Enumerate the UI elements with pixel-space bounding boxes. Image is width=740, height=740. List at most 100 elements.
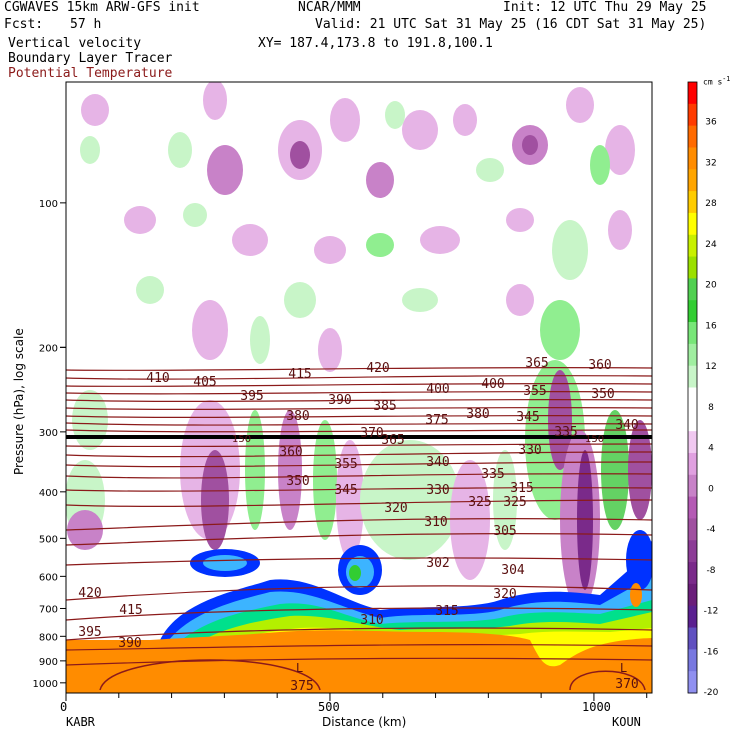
theta-label: 350: [286, 474, 309, 489]
colorbar-swatch: [688, 365, 697, 388]
colorbar-swatch: [688, 125, 697, 148]
init-time: Init: 12 UTC Thu 29 May 25: [503, 0, 707, 15]
x-tick-1000: 1000: [582, 700, 611, 714]
colorbar-units: cm s-1: [703, 75, 730, 87]
theta-label: 360: [588, 358, 611, 373]
theta-label: 390: [118, 636, 141, 651]
theta-label: 365: [381, 433, 404, 448]
theta-label: 305: [493, 524, 516, 539]
y-axis: 100 200 300 400 500 600 700 800 900 1000: [33, 199, 66, 690]
tropopause-label: 150: [232, 434, 251, 445]
theta-label: 320: [384, 501, 407, 516]
x-axis-label: Distance (km): [322, 715, 407, 729]
theta-label: 420: [366, 361, 389, 376]
colorbar-swatch: [688, 452, 697, 476]
theta-label: 420: [78, 586, 101, 601]
colorbar-swatch: [688, 540, 697, 563]
theta-label: 410: [146, 371, 169, 386]
low-marker: L: [620, 661, 627, 675]
colorbar-swatch: [688, 562, 697, 585]
colorbar-swatch: [688, 169, 697, 192]
y-tick-label: 600: [39, 572, 58, 583]
theta-label: 380: [466, 407, 489, 422]
colorbar-tick-label: 36: [705, 118, 717, 128]
theta-label: 360: [279, 445, 302, 460]
colorbar-tick-label: 20: [705, 281, 717, 291]
theta-label: 340: [426, 455, 449, 470]
colorbar-swatch: [688, 583, 697, 607]
x-endpoint-left: KABR: [66, 715, 95, 729]
theta-label: 355: [334, 457, 357, 472]
y-axis-label: Pressure (hPa), log scale: [12, 328, 26, 475]
colorbar-tick-label: 4: [708, 444, 714, 454]
theta-label: 320: [493, 587, 516, 602]
colorbar-units-text: cm s: [703, 77, 723, 87]
y-tick-label: 800: [39, 632, 58, 643]
colorbar-frame: [687, 81, 698, 694]
colorbar-swatch: [688, 322, 697, 345]
theta-label: 315: [435, 604, 458, 619]
theta-label: 330: [518, 443, 541, 458]
theta-label: 415: [119, 603, 142, 618]
theta-label: 400: [481, 377, 504, 392]
x-tick-500: 500: [318, 700, 340, 714]
colorbar-tick-label: 28: [705, 199, 717, 209]
y-tick-label: 100: [39, 199, 58, 210]
colorbar-swatch: [688, 409, 697, 432]
colorbar-tick-label: 24: [705, 240, 717, 250]
colorbar-swatch: [688, 474, 697, 498]
theta-label: 335: [481, 467, 504, 482]
x-tick-0: 0: [60, 700, 68, 714]
colorbar-swatch: [688, 431, 697, 454]
field-potential-temperature: Potential Temperature: [8, 66, 173, 81]
x-axis: [65, 693, 648, 701]
colorbar-tick-label: 0: [708, 484, 714, 494]
colorbar-swatch: [688, 300, 697, 323]
theta-label: 310: [424, 515, 447, 530]
theta-label: 304: [501, 563, 525, 578]
y-tick-label: 200: [39, 343, 58, 354]
theta-label: 395: [240, 389, 263, 404]
colorbar-swatch: [688, 627, 697, 650]
low-marker: L: [296, 661, 303, 675]
plot-area: [66, 82, 652, 693]
theta-label: 325: [468, 495, 491, 510]
theta-label: 395: [78, 625, 101, 640]
theta-label: 405: [193, 375, 216, 390]
colorbar-swatch: [688, 82, 697, 105]
cross-section-xy: XY= 187.4,173.8 to 191.8,100.1: [258, 36, 493, 51]
theta-label: 375: [425, 413, 448, 428]
colorbar-swatch: [688, 343, 697, 367]
colorbar: 36 32 28 24 20 16 12 8 4 0 -4 -8 -12 -16 -20: [687, 81, 719, 698]
colorbar-tick-label: 32: [705, 158, 716, 168]
forecast-label: Fcst:: [4, 17, 44, 32]
theta-label: 315: [510, 481, 533, 496]
theta-label: 302: [426, 556, 449, 571]
theta-label: 330: [426, 483, 449, 498]
colorbar-tick-label: 8: [708, 403, 714, 413]
y-tick-label: 500: [39, 534, 58, 545]
colorbar-swatch: [688, 496, 697, 519]
colorbar-swatch: [688, 191, 697, 214]
tropopause-label: 150: [585, 434, 604, 445]
colorbar-swatch: [688, 605, 697, 629]
theta-contours: [66, 366, 652, 691]
field-boundary-layer-tracer: Boundary Layer Tracer: [8, 51, 173, 66]
colorbar-swatch: [688, 671, 697, 694]
theta-label: 385: [373, 399, 396, 414]
model-title: CGWAVES 15km ARW-GFS init: [4, 0, 200, 15]
org-label: NCAR/MMM: [298, 0, 361, 15]
theta-label: 400: [426, 382, 449, 397]
theta-label: 370: [360, 426, 383, 441]
colorbar-swatch: [688, 256, 697, 279]
colorbar-swatch: [688, 278, 697, 301]
x-endpoint-right: KOUN: [612, 715, 641, 729]
colorbar-tick-label: 12: [705, 362, 716, 372]
colorbar-tick-label: -8: [707, 566, 716, 576]
boundary-layer-tracer: [66, 530, 652, 693]
colorbar-swatch: [688, 649, 697, 672]
y-tick-label: 400: [39, 488, 58, 499]
theta-label: 370: [615, 677, 638, 692]
colorbar-swatch: [688, 147, 697, 170]
